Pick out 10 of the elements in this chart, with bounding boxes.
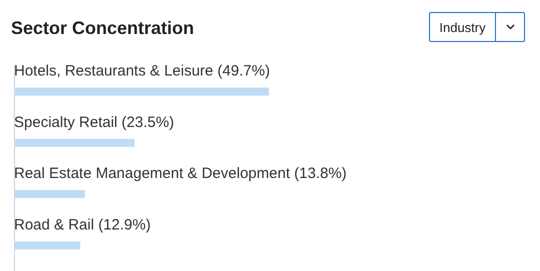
bar <box>14 138 135 147</box>
bar <box>14 190 85 198</box>
bar <box>14 241 80 250</box>
y-tick-label: Hotels, Restaurants & Leisure (49.7%) <box>14 62 270 80</box>
y-tick-label: Real Estate Management & Development (13.8%) <box>14 165 347 182</box>
chart-title: Sector Concentration <box>11 18 194 38</box>
dropdown: Industry <box>429 12 525 42</box>
y-tick-label: Road & Rail (12.9%) <box>14 216 151 234</box>
y-tick-label: Specialty Retail (23.5%) <box>14 114 174 131</box>
bar <box>14 88 269 96</box>
